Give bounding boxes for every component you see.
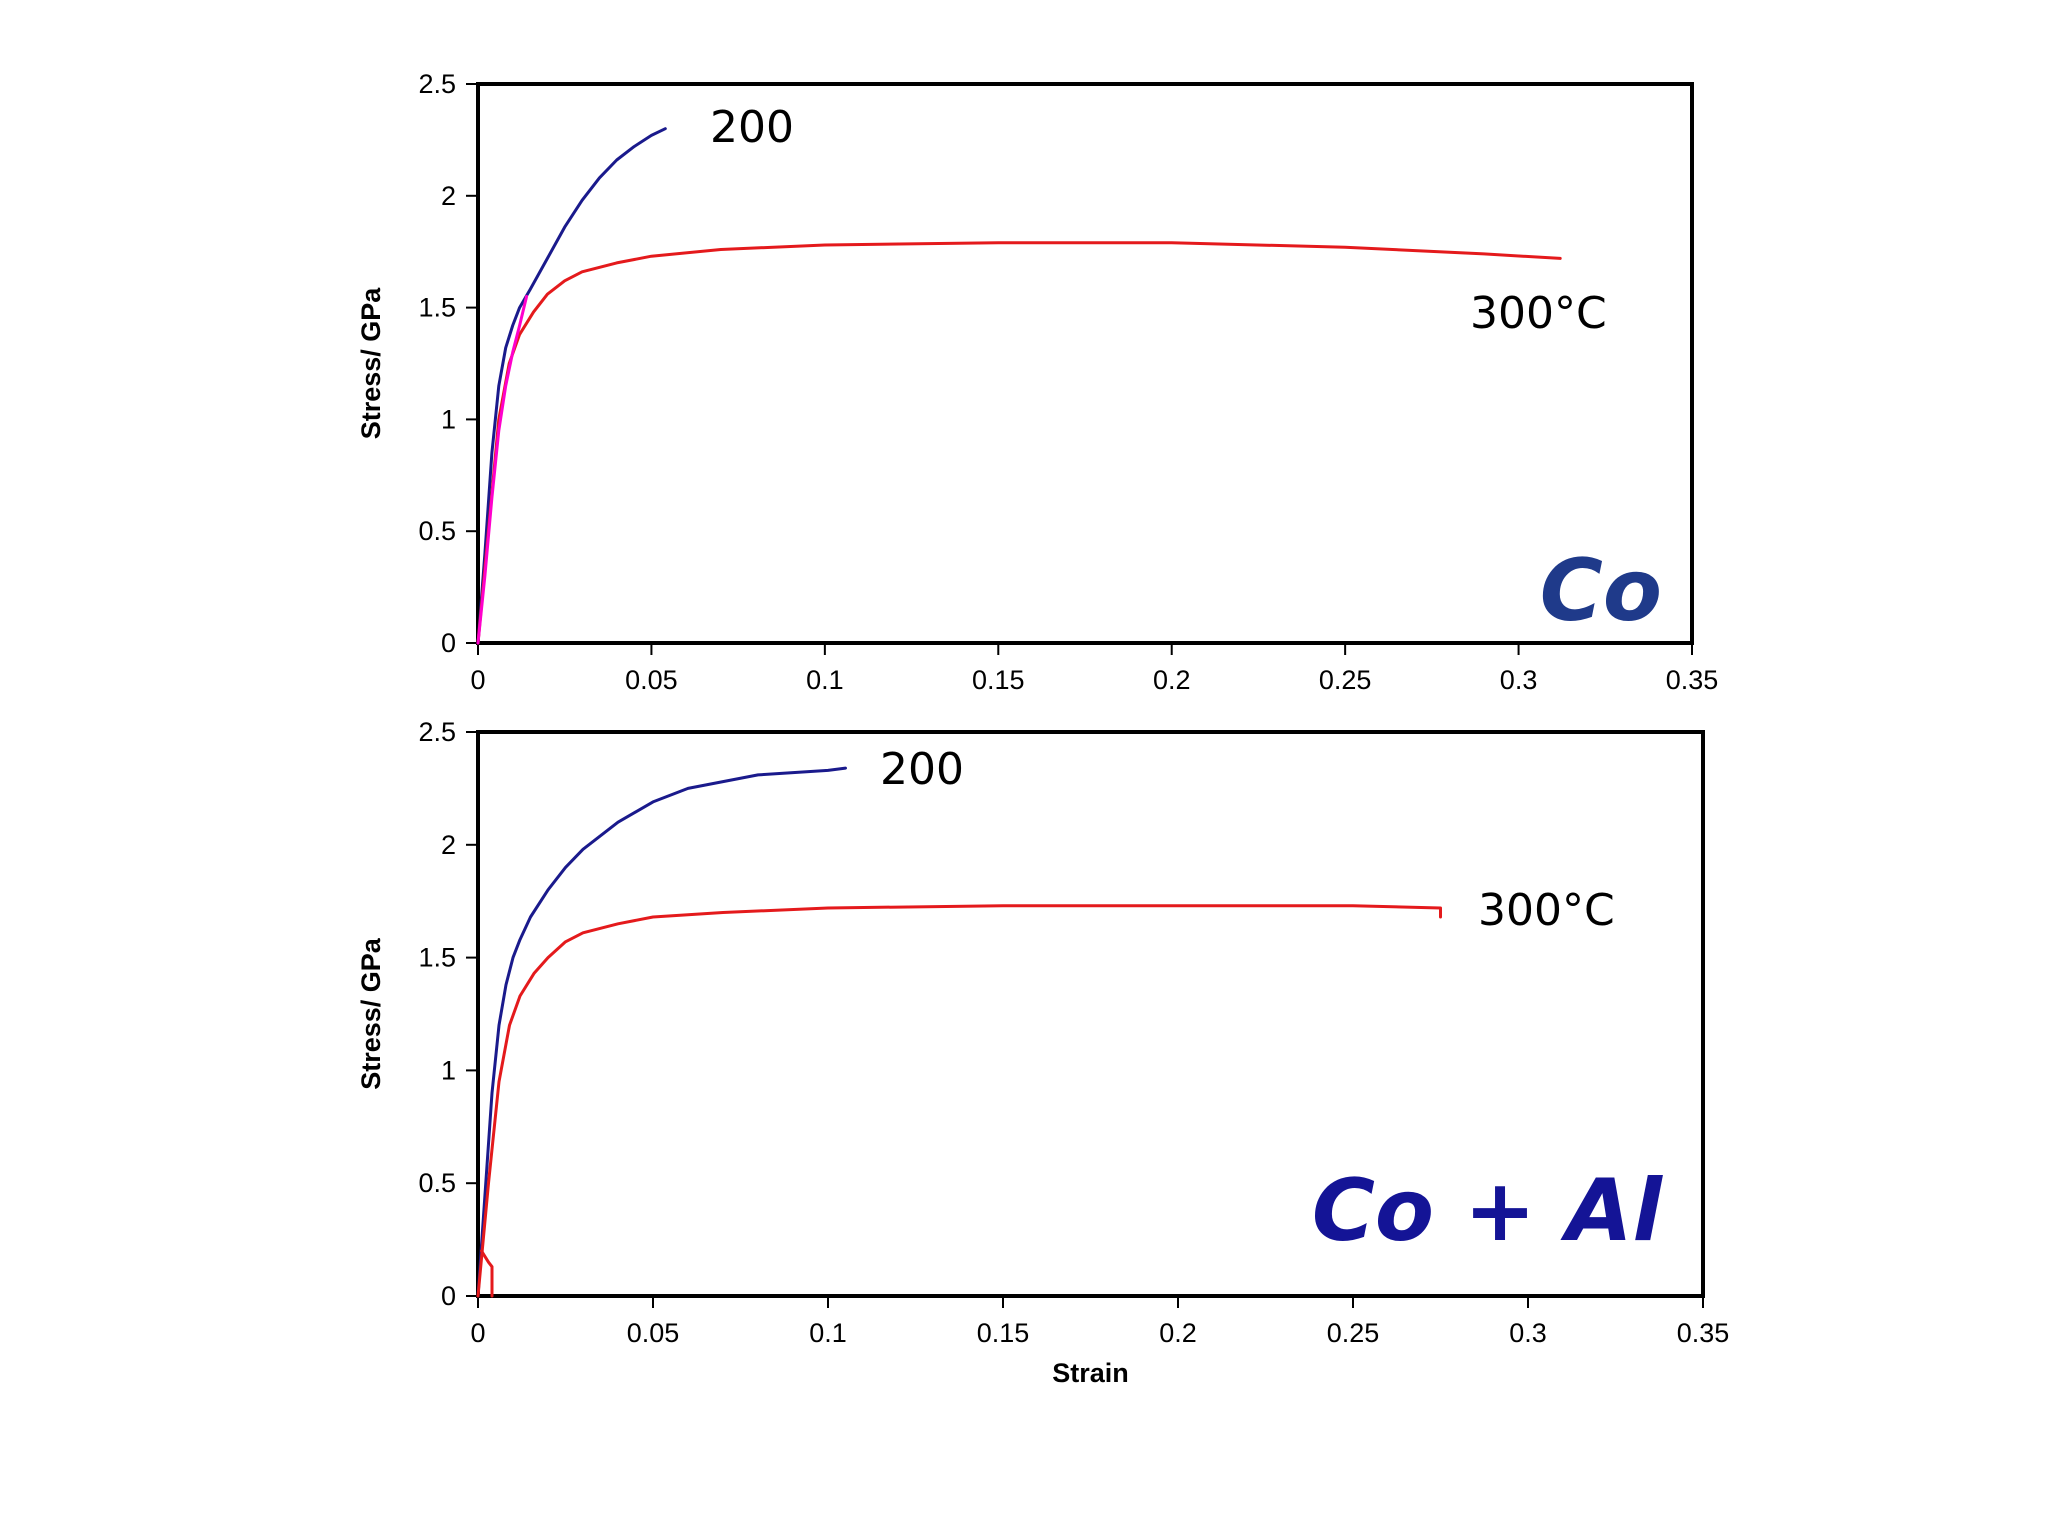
y-tick-label: 1.5 (418, 943, 456, 973)
x-tick-label: 0.3 (1500, 665, 1538, 695)
x-tick-label: 0 (470, 1318, 485, 1348)
y-tick-label: 2.5 (418, 717, 456, 747)
y-tick-label: 2 (441, 181, 456, 211)
series-line-300c (476, 904, 1442, 1298)
x-tick-label: 0.2 (1159, 1318, 1197, 1348)
plot-frame (476, 730, 1705, 1298)
x-tick-label: 0.25 (1319, 665, 1372, 695)
y-tick-label: 0 (441, 628, 456, 658)
material-label: Co (1540, 541, 1662, 641)
x-tick-label: 0.1 (806, 665, 844, 695)
series-line-unnamed (476, 294, 529, 645)
x-tick-label: 0 (470, 665, 485, 695)
series-label: 300°C (1478, 885, 1615, 936)
chart-co-al: 0 0.5 1 1.5 2 2.5 0 0.05 0.1 0.15 0.2 0.25 0.3 0.35 St… (356, 717, 1729, 1388)
x-tick-label: 0.1 (809, 1318, 847, 1348)
series-line-300c (476, 241, 1562, 645)
y-axis-title: Stress/ GPa (356, 287, 386, 440)
x-tick-label: 0.3 (1509, 1318, 1547, 1348)
x-tick-label: 0.05 (627, 1318, 680, 1348)
series-label: 200 (880, 744, 964, 795)
x-tick-label: 0.35 (1677, 1318, 1730, 1348)
y-tick-label: 1.5 (418, 293, 456, 323)
y-tick-label: 0.5 (418, 1168, 456, 1198)
y-tick-label: 2.5 (418, 69, 456, 99)
y-axis-title: Stress/ GPa (356, 937, 386, 1090)
x-tick-label: 0.05 (625, 665, 678, 695)
x-tick-label: 0.35 (1666, 665, 1719, 695)
series-line-200 (476, 127, 667, 645)
y-tick-label: 0 (441, 1281, 456, 1311)
material-label: Co + Al (1312, 1161, 1664, 1261)
y-tick-label: 0.5 (418, 516, 456, 546)
x-tick-label: 0.2 (1153, 665, 1191, 695)
series-line-200 (476, 766, 847, 1298)
chart-co: 0 0.5 1 1.5 2 2.5 0 0.05 0.1 0.15 0.2 0.25 0.3 0.35 St… (356, 69, 1718, 695)
y-tick-label: 1 (441, 404, 456, 434)
y-tick-label: 2 (441, 830, 456, 860)
series-label: 200 (710, 102, 794, 153)
series-label: 300°C (1470, 288, 1607, 339)
plot-frame (476, 82, 1694, 645)
x-tick-label: 0.25 (1327, 1318, 1380, 1348)
x-tick-label: 0.15 (977, 1318, 1030, 1348)
series-line-unnamed (480, 1249, 494, 1298)
x-axis-title: Strain (1052, 1358, 1129, 1388)
y-tick-label: 1 (441, 1055, 456, 1085)
x-tick-label: 0.15 (972, 665, 1025, 695)
